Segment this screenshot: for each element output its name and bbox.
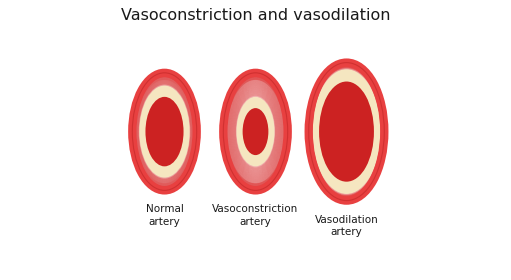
Ellipse shape	[313, 71, 380, 192]
Ellipse shape	[223, 73, 288, 190]
Ellipse shape	[236, 96, 275, 167]
Ellipse shape	[140, 86, 190, 178]
Ellipse shape	[312, 68, 381, 195]
Ellipse shape	[227, 80, 284, 183]
Ellipse shape	[139, 85, 190, 179]
Text: Normal
artery: Normal artery	[146, 204, 183, 227]
Text: Vasoconstriction and vasodilation: Vasoconstriction and vasodilation	[121, 8, 390, 24]
Ellipse shape	[146, 97, 183, 166]
Ellipse shape	[136, 80, 193, 183]
Ellipse shape	[312, 69, 381, 194]
Text: Vasodilation
artery: Vasodilation artery	[315, 214, 378, 237]
Ellipse shape	[309, 63, 384, 200]
Ellipse shape	[319, 81, 374, 182]
Ellipse shape	[243, 108, 268, 155]
Ellipse shape	[237, 97, 274, 166]
Text: Vasoconstriction
artery: Vasoconstriction artery	[213, 204, 298, 227]
Ellipse shape	[132, 73, 197, 190]
